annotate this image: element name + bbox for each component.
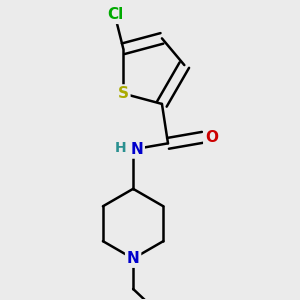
- Text: H: H: [115, 141, 127, 155]
- Text: N: N: [130, 142, 143, 157]
- Text: Cl: Cl: [108, 7, 124, 22]
- Text: N: N: [127, 251, 140, 266]
- Text: S: S: [118, 86, 129, 101]
- Text: O: O: [205, 130, 218, 145]
